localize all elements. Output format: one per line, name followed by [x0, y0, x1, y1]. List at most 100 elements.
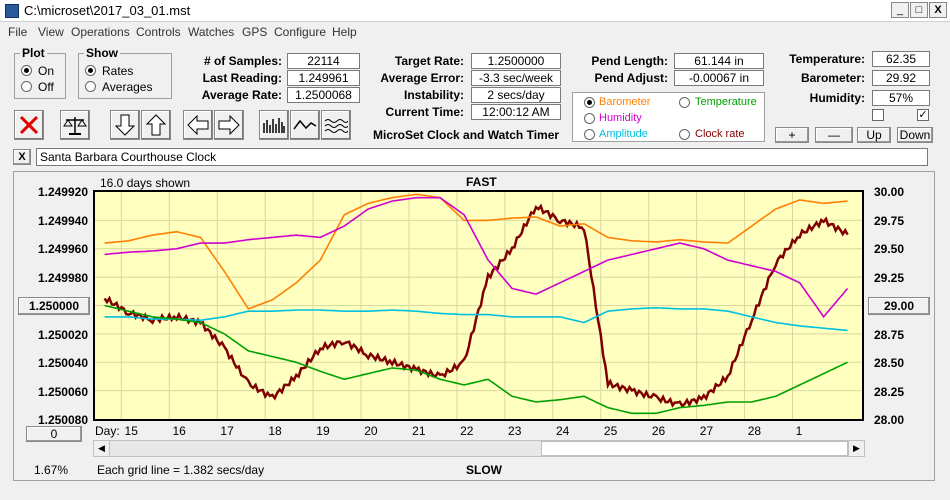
pend-adjust-label: Pend Adjust:: [594, 71, 668, 85]
left-axis-tick: 1.250020: [37, 327, 88, 342]
clock-name-field[interactable]: Santa Barbara Courthouse Clock: [36, 148, 928, 166]
line-graph-icon: [293, 119, 317, 130]
right-arrow-icon: [218, 115, 240, 135]
humidity-label: Humidity:: [809, 91, 865, 105]
slow-label: SLOW: [466, 463, 502, 477]
menu-watches[interactable]: Watches: [188, 25, 235, 39]
chart-panel: [13, 171, 935, 481]
wave-icon: [324, 119, 348, 133]
right-axis-tick: 29.25: [874, 270, 905, 285]
arrow-right-button[interactable]: [214, 110, 244, 140]
left-axis-tick: 1.249920: [37, 185, 88, 199]
arrow-left-button[interactable]: [183, 110, 213, 140]
humidity-checkbox-1[interactable]: [872, 109, 884, 121]
left-axis-tick: 1.250060: [37, 384, 88, 399]
samples-value: 22114: [287, 53, 360, 69]
scroll-left-icon[interactable]: ◀: [94, 441, 110, 456]
red-x-icon: [19, 115, 39, 135]
pend-length-label: Pend Length:: [591, 54, 668, 68]
right-axis-tick: 28.25: [874, 384, 905, 399]
down-arrow-icon: [115, 114, 135, 136]
left-axis-tick: 1.250080: [37, 413, 88, 427]
current-time-label: Current Time:: [385, 105, 464, 119]
clear-clock-button[interactable]: X: [13, 149, 31, 165]
arrow-down-button[interactable]: [110, 110, 140, 140]
plus-button[interactable]: +: [775, 127, 809, 143]
day-tick-label: 16: [172, 424, 186, 438]
menu-help[interactable]: Help: [332, 25, 357, 39]
scrollbar-thumb[interactable]: [541, 441, 848, 456]
minimize-button[interactable]: _: [891, 2, 909, 18]
left-axis-tick: 1.249940: [37, 213, 88, 228]
bar-graph-icon: [263, 118, 285, 133]
amplitude-radio[interactable]: [584, 129, 595, 140]
day-tick-label: 26: [651, 424, 666, 438]
delete-button[interactable]: [14, 110, 44, 140]
app-icon: [5, 4, 19, 18]
balance-scale-icon: [63, 117, 87, 135]
last-reading-label: Last Reading:: [202, 71, 282, 85]
temperature-radio[interactable]: [679, 97, 690, 108]
day-tick-label: 1: [795, 424, 803, 438]
scroll-right-icon[interactable]: ▶: [848, 441, 864, 456]
temperature-label: Temperature:: [789, 52, 865, 66]
center-baro-button[interactable]: 29.00: [868, 297, 930, 315]
days-shown-label: 16.0 days shown: [100, 176, 191, 190]
close-window-button[interactable]: X: [929, 2, 947, 18]
right-axis-tick: 28.50: [874, 356, 905, 370]
humidity-radio[interactable]: [584, 113, 595, 124]
title-bar: C:\microset\2017_03_01.mst _ □ X: [0, 0, 950, 22]
up-button[interactable]: Up: [857, 127, 891, 143]
day-tick-label: 18: [268, 424, 282, 438]
minus-button[interactable]: —: [815, 127, 853, 143]
series-line-clock-rate: [103, 203, 849, 408]
menu-file[interactable]: File: [8, 25, 28, 39]
plot-group-label: Plot: [20, 46, 47, 60]
time-scrollbar[interactable]: ◀ ▶: [93, 440, 865, 457]
center-rate-button[interactable]: 1.250000: [18, 297, 90, 315]
offset-zero-button[interactable]: 0: [26, 426, 82, 442]
barometer-radio[interactable]: [584, 97, 595, 108]
menu-gps[interactable]: GPS: [242, 25, 268, 39]
clock-rate-radio[interactable]: [679, 129, 690, 140]
line-view-button[interactable]: [290, 110, 320, 140]
show-averages-radio[interactable]: [85, 81, 96, 92]
day-tick-label: 21: [412, 424, 426, 438]
left-axis-tick: 1.250040: [37, 356, 88, 370]
right-axis-tick: 28.75: [874, 327, 905, 342]
day-tick-label: 15: [124, 424, 138, 438]
down-button[interactable]: Down: [897, 127, 933, 143]
maximize-button[interactable]: □: [910, 2, 928, 18]
plot-area[interactable]: [93, 190, 864, 421]
menu-view[interactable]: View: [38, 25, 64, 39]
right-axis-tick: 29.75: [874, 213, 905, 228]
pend-length-value[interactable]: 61.144 in: [674, 53, 764, 69]
arrow-up-button[interactable]: [141, 110, 171, 140]
target-rate-value[interactable]: 1.2500000: [471, 53, 561, 69]
barometer-label: Barometer:: [800, 71, 865, 85]
bar-view-button[interactable]: [259, 110, 289, 140]
menu-configure[interactable]: Configure: [274, 25, 327, 39]
instability-value: 2 secs/day: [471, 87, 561, 103]
wave-view-button[interactable]: [321, 110, 351, 140]
humidity-checkbox-2[interactable]: ✓: [917, 109, 929, 121]
show-rates-radio[interactable]: [85, 65, 96, 76]
window-title: C:\microset\2017_03_01.mst: [24, 3, 191, 18]
show-group-label: Show: [84, 46, 120, 60]
show-group: [78, 53, 172, 99]
right-axis-tick: 30.00: [874, 185, 905, 199]
plot-on-radio[interactable]: [21, 65, 32, 76]
day-label: Day:: [95, 424, 120, 438]
left-arrow-icon: [187, 115, 209, 135]
last-reading-value: 1.249961: [287, 70, 360, 86]
grid-note: Each grid line = 1.382 secs/day: [97, 463, 265, 477]
plot-off-radio[interactable]: [21, 81, 32, 92]
menu-controls[interactable]: Controls: [136, 25, 181, 39]
series-line-amplitude: [104, 306, 848, 332]
avg-error-value: -3.3 sec/week: [471, 70, 561, 86]
menu-bar: File View Operations Controls Watches GP…: [0, 23, 950, 42]
clock-rate-option-label: Clock rate: [695, 128, 745, 140]
menu-operations[interactable]: Operations: [71, 25, 130, 39]
chart-svg: [95, 192, 862, 419]
balance-button[interactable]: [60, 110, 90, 140]
